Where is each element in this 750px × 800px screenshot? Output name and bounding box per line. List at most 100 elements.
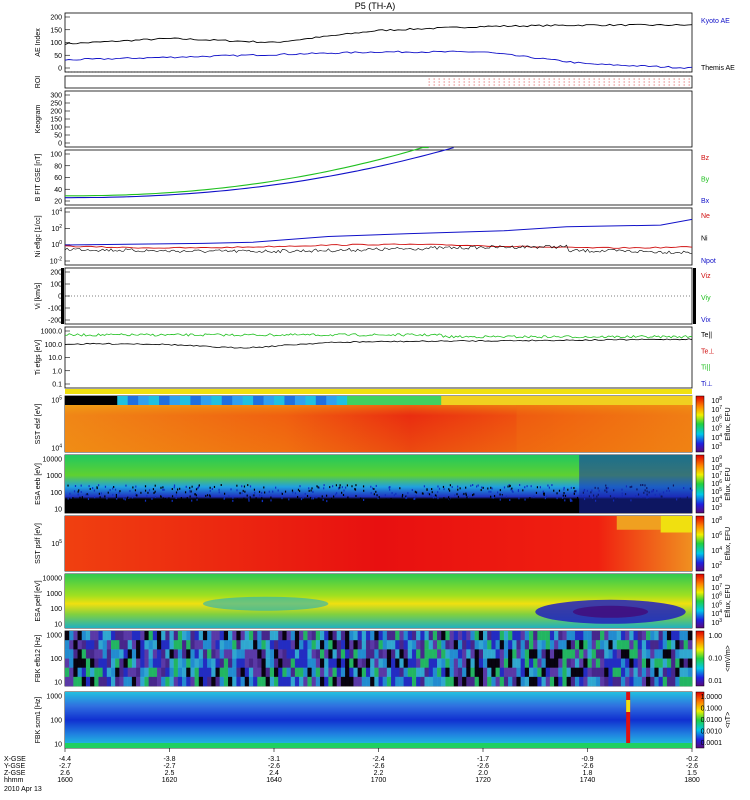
- row-label-z-gse: Z-GSE: [4, 770, 26, 777]
- fbk-e-cell: [541, 631, 546, 641]
- esa-e-speckle: [277, 489, 279, 492]
- esa-e-speckle: [296, 495, 299, 498]
- fbk-e-cell: [73, 640, 78, 650]
- fbk-e-cell: [424, 640, 429, 650]
- esa-e-speckle: [481, 486, 483, 489]
- fbk-e-cell: [240, 658, 246, 668]
- fbk-e-cell: [520, 658, 526, 668]
- esa-e-speckle: [304, 492, 306, 495]
- esa-e-speckle: [298, 490, 301, 493]
- fbk-e-cell: [161, 676, 166, 687]
- fbk-e-cell: [466, 640, 471, 650]
- fbk-e-cell: [683, 676, 689, 687]
- tick-label: 107: [711, 405, 722, 414]
- esa-e-speckle: [512, 490, 514, 493]
- fbk-e-cell: [516, 631, 521, 641]
- esa-e-speckle: [536, 486, 539, 489]
- fbk-e-cell: [202, 640, 208, 650]
- fbk-e-cell: [558, 631, 563, 641]
- esa-e-speckle: [114, 488, 117, 491]
- esa-e-speckle: [261, 491, 263, 494]
- fbk-e-cell: [148, 640, 154, 650]
- esa-e-speckle: [553, 489, 555, 492]
- tick-label: 1000: [46, 633, 62, 640]
- fbk-e-cell: [462, 658, 467, 668]
- panel-frame-ae: [64, 12, 693, 73]
- fbk-e-cell: [491, 649, 496, 659]
- esa-e-speckle: [448, 497, 450, 500]
- fbk-e-cell: [441, 631, 446, 641]
- coord-t-1620: 1620: [162, 777, 178, 784]
- fbk-e-cell: [474, 658, 480, 668]
- fbk-e-cell: [499, 631, 505, 641]
- esa-e-speckle: [326, 500, 328, 503]
- fbk-e-cell: [248, 658, 254, 668]
- fbk-e-cell: [303, 640, 308, 650]
- esa-e-speckle: [306, 494, 309, 497]
- fbk-e-cell: [574, 676, 580, 687]
- fbk-e-cell: [537, 631, 542, 641]
- fbk-e-cell: [508, 676, 513, 687]
- tick-label: 10.0: [48, 355, 62, 362]
- esa-e-speckle: [220, 484, 222, 487]
- esa-e-speckle: [189, 486, 191, 489]
- fbk-e-cell: [683, 640, 689, 650]
- esa-e-speckle: [144, 485, 147, 488]
- fbk-e-cell: [324, 676, 329, 687]
- esa-e-speckle: [351, 499, 353, 502]
- fbk-e-cell: [528, 667, 534, 678]
- fbk-e-cell: [345, 658, 350, 668]
- fbk-e-cell: [177, 658, 183, 668]
- tick-label: 10: [54, 742, 62, 749]
- esa-e-speckle: [341, 491, 343, 494]
- fbk-e-cell: [190, 631, 195, 641]
- esa-e-speckle: [284, 490, 287, 493]
- fbk-e-cell: [445, 649, 450, 659]
- panel-frame-vi: [64, 267, 693, 325]
- fbk-e-cell: [407, 649, 413, 659]
- fbk-e-cell: [411, 631, 417, 641]
- esa-e-speckle: [236, 489, 238, 492]
- esa-e-speckle: [175, 494, 177, 497]
- esa-e-speckle: [375, 484, 377, 487]
- fbk-e-cell: [671, 649, 676, 659]
- esa-e-speckle: [415, 491, 418, 494]
- fbk-e-cell: [570, 676, 576, 687]
- fbk-e-cell: [307, 658, 312, 668]
- fbk-e-cell: [658, 676, 664, 687]
- coord-t-1800: 1800: [684, 777, 700, 784]
- esa-e-speckle: [476, 485, 478, 488]
- fbk-e-cell: [123, 640, 128, 650]
- fbk-e-cell: [136, 649, 141, 659]
- tick-label: 106: [711, 592, 722, 601]
- tick-label: 100: [50, 656, 62, 663]
- fbk-e-cell: [215, 658, 220, 668]
- fbk-e-cell: [549, 640, 555, 650]
- fbk-e-cell: [324, 658, 329, 668]
- esa-e-speckle: [160, 495, 162, 498]
- esa-e-speckle: [86, 493, 88, 496]
- esa-e-speckle: [109, 489, 111, 492]
- esa-e-speckle: [246, 494, 248, 497]
- esa-e-speckle: [123, 497, 125, 500]
- fbk-e-cell: [77, 658, 83, 668]
- esa-e-speckle: [129, 490, 131, 493]
- fbk-e-cell: [290, 658, 296, 668]
- fbk-e-cell: [353, 667, 358, 678]
- fbk-e-cell: [294, 640, 300, 650]
- fbk-e-cell: [244, 649, 250, 659]
- fbk-e-cell: [77, 667, 83, 678]
- tick-label: 104: [711, 495, 722, 504]
- sst-e-cell: [284, 396, 296, 405]
- fbk-e-cell: [633, 658, 638, 668]
- fbk-e-cell: [399, 640, 404, 650]
- sst-i-spectrogram: [65, 516, 692, 571]
- fbk-e-cell: [127, 676, 133, 687]
- esa-e-speckle: [348, 498, 350, 501]
- tick-label: 40: [54, 187, 62, 194]
- fbk-e-cell: [257, 640, 262, 650]
- fbk-e-cell: [345, 676, 350, 687]
- fbk-e-cell: [508, 658, 513, 668]
- fbk-e-cell: [324, 667, 329, 678]
- fbk-e-cell: [595, 640, 601, 650]
